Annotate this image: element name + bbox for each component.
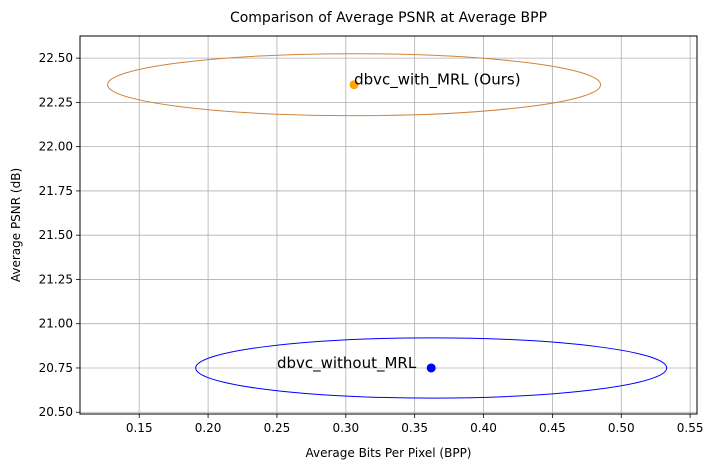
x-tick-label: 0.30 [332, 421, 359, 435]
x-tick-label: 0.45 [539, 421, 566, 435]
point-annotation: dbvc_with_MRL (Ours) [354, 71, 520, 90]
y-tick-label: 22.00 [39, 140, 73, 154]
annotations: dbvc_with_MRL (Ours) dbvc_without_MRL [277, 71, 521, 373]
y-tick-label: 21.75 [39, 184, 73, 198]
chart-title: Comparison of Average PSNR at Average BP… [230, 10, 547, 26]
x-axis-label: Average Bits Per Pixel (BPP) [305, 446, 471, 460]
grid [80, 36, 697, 414]
y-tick-label: 20.75 [39, 361, 73, 375]
y-tick-label: 21.00 [39, 317, 73, 331]
point-annotation: dbvc_without_MRL [277, 354, 417, 373]
y-tick-label: 21.25 [39, 272, 73, 286]
x-ticks: 0.15 0.20 0.25 0.30 0.35 0.40 0.45 0.50 0.55 [126, 414, 704, 435]
y-tick-label: 22.25 [39, 95, 73, 109]
data-point [349, 80, 359, 90]
y-ticks: 20.50 20.75 21.00 21.25 21.50 21.75 22.00 22.25… [39, 51, 80, 419]
x-tick-label: 0.15 [126, 421, 153, 435]
y-tick-label: 21.50 [39, 228, 73, 242]
confidence-ellipse [195, 337, 668, 399]
y-tick-label: 22.50 [39, 51, 73, 65]
y-axis-label: Average PSNR (dB) [9, 168, 23, 282]
confidence-ellipse [107, 53, 602, 117]
x-tick-label: 0.25 [264, 421, 291, 435]
ellipses [107, 53, 668, 399]
x-tick-label: 0.40 [470, 421, 497, 435]
x-tick-label: 0.55 [677, 421, 704, 435]
x-tick-label: 0.35 [401, 421, 428, 435]
x-tick-label: 0.50 [608, 421, 635, 435]
data-points [349, 80, 436, 373]
y-tick-label: 20.50 [39, 405, 73, 419]
plot-frame [79, 35, 698, 415]
x-tick-label: 0.20 [195, 421, 222, 435]
data-point [426, 363, 436, 373]
